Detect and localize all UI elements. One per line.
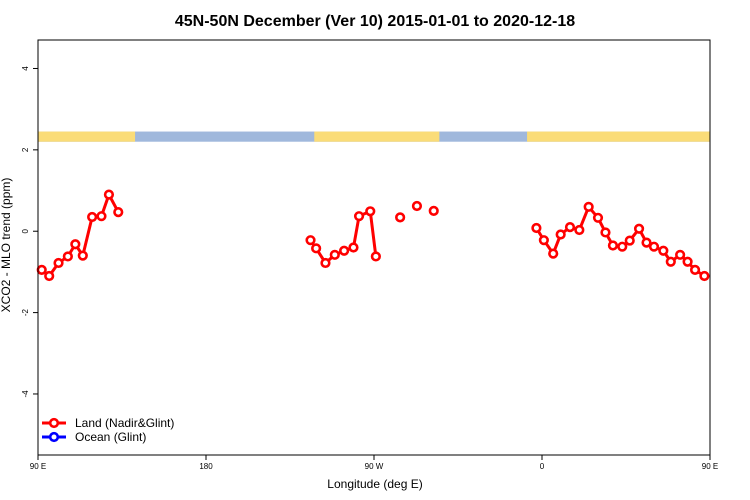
data-point-0-5-16 [665, 256, 676, 267]
data-point-0-5-9 [607, 240, 619, 251]
land-strip-1 [314, 131, 440, 142]
series-0 [36, 189, 710, 282]
data-point-0-0-5 [77, 250, 88, 261]
data-point-0-1-0 [305, 235, 316, 246]
data-point-0-1-1 [311, 243, 322, 254]
data-point-0-5-11 [624, 235, 635, 246]
data-point-0-1-4 [339, 245, 350, 256]
y-tick-label-0: 4 [21, 66, 30, 71]
data-point-0-5-2 [548, 248, 559, 259]
data-point-0-5-10 [617, 241, 628, 252]
series-line-0-5 [535, 205, 706, 278]
x-axis: 90 E 180 90 W 0 90 E [30, 455, 718, 471]
data-point-0-5-19 [689, 264, 701, 275]
data-point-0-5-6 [583, 201, 594, 212]
data-point-0-0-3 [62, 251, 73, 262]
series-line-0-0 [40, 193, 120, 278]
legend-item-1: Ocean (Glint) [42, 430, 146, 444]
data-point-0-5-17 [675, 249, 686, 260]
x-tick-label-1: 180 [199, 462, 213, 471]
x-tick-label-3: 0 [540, 462, 545, 471]
data-point-0-1-6 [353, 211, 365, 222]
data-point-0-5-5 [574, 224, 585, 236]
data-point-0-0-2 [53, 257, 64, 269]
y-axis: 4 2 0 -2 -4 [21, 66, 38, 398]
x-tick-label-4: 90 E [702, 462, 718, 471]
data-point-0-0-4 [70, 239, 81, 250]
y-tick-label-4: -4 [21, 390, 30, 398]
series-layer [36, 189, 710, 282]
data-point-0-5-14 [648, 241, 660, 252]
x-tick-label-2: 90 W [365, 462, 384, 471]
data-point-0-5-7 [592, 212, 604, 223]
data-point-0-1-5 [348, 242, 359, 253]
chart-title: 45N-50N December (Ver 10) 2015-01-01 to … [175, 13, 575, 30]
data-point-0-1-2 [320, 257, 331, 269]
legend-item-0: Land (Nadir&Glint) [42, 416, 174, 430]
data-point-0-5-15 [658, 245, 669, 256]
y-axis-label: XCO2 - MLO trend (ppm) [0, 178, 13, 313]
data-point-0-2-0 [395, 212, 406, 223]
data-point-0-0-0 [36, 264, 47, 275]
data-point-0-5-8 [600, 227, 611, 238]
legend: Land (Nadir&Glint)Ocean (Glint) [42, 416, 174, 444]
data-point-0-5-13 [641, 237, 652, 248]
x-axis-label: Longitude (deg E) [327, 477, 422, 491]
legend-marker-1 [48, 431, 60, 443]
data-point-0-1-7 [365, 206, 376, 217]
data-point-0-5-18 [682, 256, 693, 267]
data-point-0-5-12 [633, 223, 645, 234]
data-point-0-5-3 [555, 229, 566, 240]
data-point-0-5-1 [538, 235, 549, 246]
data-point-0-0-8 [103, 189, 115, 200]
data-point-0-0-9 [113, 207, 124, 218]
land-strip-0 [38, 131, 136, 142]
legend-label-1: Ocean (Glint) [75, 430, 146, 444]
data-point-0-5-20 [699, 270, 710, 282]
data-point-0-4-0 [428, 205, 439, 216]
data-point-0-5-4 [564, 222, 576, 233]
legend-marker-0 [48, 417, 60, 429]
legend-label-0: Land (Nadir&Glint) [75, 416, 174, 430]
y-tick-label-2: 0 [21, 228, 30, 233]
data-point-0-3-0 [411, 200, 423, 212]
data-point-0-0-1 [44, 270, 55, 282]
data-point-0-5-0 [531, 222, 542, 234]
y-tick-label-1: 2 [21, 147, 30, 152]
x-tick-label-0: 90 E [30, 462, 46, 471]
data-point-0-1-3 [329, 249, 340, 260]
data-point-0-0-7 [96, 211, 107, 222]
surface-strip [38, 131, 710, 142]
land-strip-2 [527, 131, 710, 142]
data-point-0-1-8 [370, 251, 381, 262]
data-point-0-0-6 [87, 211, 98, 223]
y-tick-label-3: -2 [21, 308, 30, 316]
